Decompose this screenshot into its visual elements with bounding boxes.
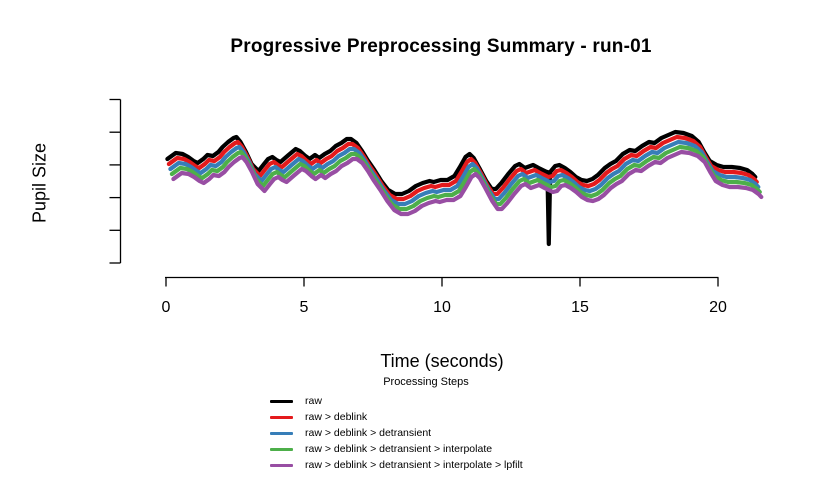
legend-item-label: raw > deblink > detransient > interpolat… <box>305 459 523 471</box>
legend-item-label: raw > deblink > detransient > interpolat… <box>305 443 493 455</box>
y-axis-label: Pupil Size <box>29 142 50 224</box>
series-line-step1 <box>166 134 759 202</box>
legend-line-swatch <box>270 415 293 419</box>
x-tick-label: 10 <box>433 299 451 316</box>
x-tick-label: 0 <box>162 299 171 316</box>
y-axis <box>109 98 122 264</box>
x-axis-label: Time (seconds) <box>380 351 504 371</box>
chart-title: Progressive Preprocessing Summary - run-… <box>230 36 652 57</box>
legend-item: raw > deblink <box>270 409 582 425</box>
legend-line-swatch <box>270 399 293 403</box>
legend-title: Processing Steps <box>383 376 469 388</box>
legend-item: raw > deblink > detransient <box>270 425 582 441</box>
legend: Processing Steps raw raw > deblink raw > d… <box>270 376 582 473</box>
series-lines <box>165 129 764 247</box>
series-line-step3 <box>169 144 762 212</box>
legend-item: raw <box>270 393 582 409</box>
legend-rows: raw raw > deblink raw > deblink > detransi… <box>270 393 582 473</box>
legend-item-label: raw > deblink > detransient <box>305 427 432 439</box>
legend-item-label: raw > deblink <box>305 411 368 423</box>
legend-line-swatch <box>270 447 293 451</box>
x-tick-label: 20 <box>709 299 727 316</box>
series-line-raw <box>165 129 758 247</box>
series-line-step2 <box>168 139 761 207</box>
legend-item: raw > deblink > detransient > interpolat… <box>270 441 582 457</box>
legend-item: raw > deblink > detransient > interpolat… <box>270 457 582 473</box>
x-tick-label: 5 <box>300 299 309 316</box>
legend-line-swatch <box>270 463 293 467</box>
series-line-step4 <box>171 149 764 217</box>
x-axis: 0 5 10 15 20 <box>162 276 727 316</box>
legend-item-label: raw <box>305 395 322 407</box>
x-tick-label: 15 <box>571 299 589 316</box>
legend-line-swatch <box>270 431 293 435</box>
